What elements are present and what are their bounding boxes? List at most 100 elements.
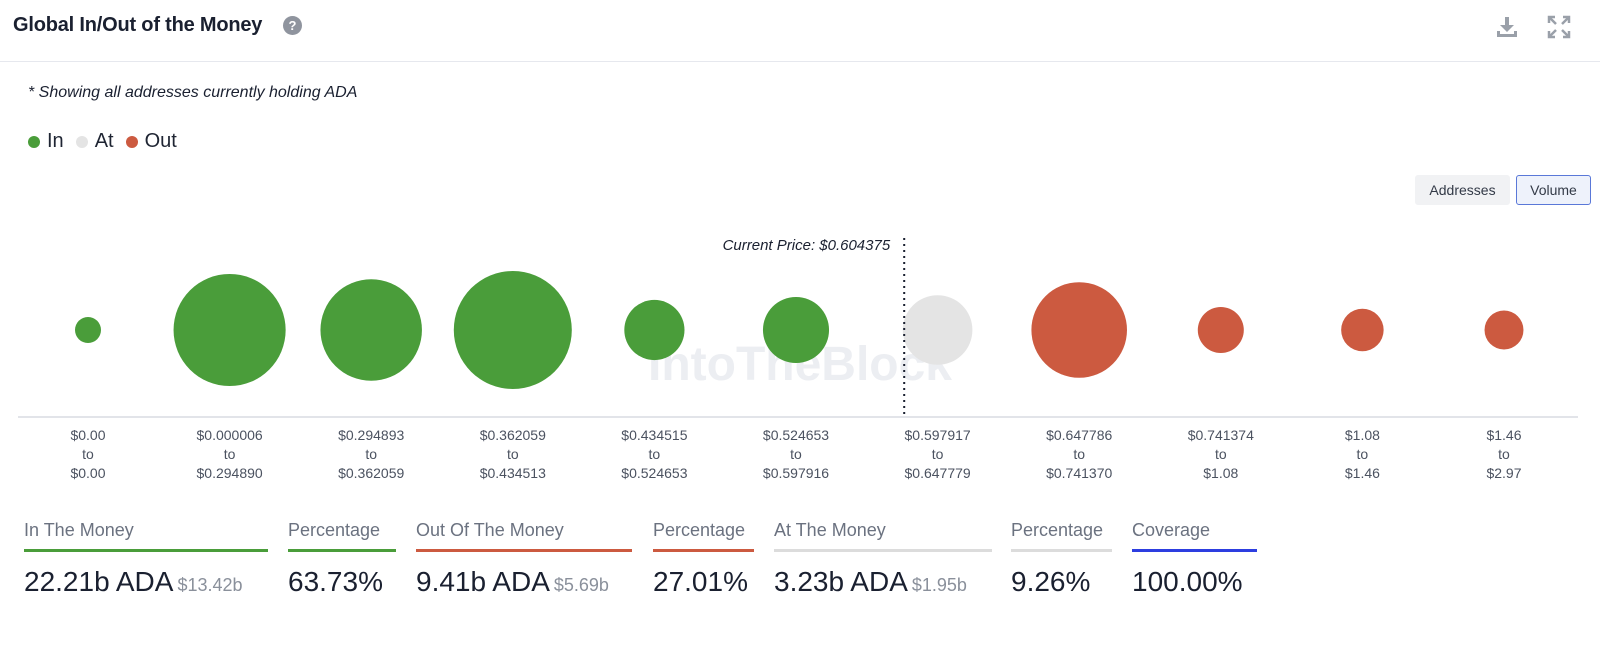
tick-label-2-2: $0.362059 bbox=[338, 465, 404, 481]
stat-2: Out Of The Money 9.41b ADA $5.69b bbox=[416, 520, 632, 598]
current-price-label: Current Price: $0.604375 bbox=[723, 237, 891, 254]
bubble-1[interactable] bbox=[173, 273, 286, 387]
stat-label-3: Percentage bbox=[653, 520, 746, 540]
tick-label-3-0: $0.362059 bbox=[480, 427, 546, 443]
bubble-2[interactable] bbox=[320, 279, 422, 381]
help-icon[interactable]: ? bbox=[283, 16, 302, 35]
tick-label-5-1: to bbox=[790, 446, 802, 462]
widget-header: Global In/Out of the Money ? bbox=[0, 0, 1600, 62]
tick-label-7-1: to bbox=[1073, 446, 1085, 462]
tick-label-9-0: $1.08 bbox=[1345, 427, 1380, 443]
tick-label-3-2: $0.434513 bbox=[480, 465, 546, 481]
tick-label-2-0: $0.294893 bbox=[338, 427, 404, 443]
tick-label-5-0: $0.524653 bbox=[763, 427, 829, 443]
bubble-0[interactable] bbox=[75, 317, 101, 343]
stat-3: Percentage 27.01% bbox=[653, 520, 754, 598]
widget-title: Global In/Out of the Money bbox=[13, 14, 263, 36]
volume-toggle-button[interactable]: Volume bbox=[1516, 175, 1591, 205]
stat-value-3: 27.01% bbox=[653, 566, 754, 598]
stat-value-5: 9.26% bbox=[1011, 566, 1112, 598]
tick-label-7-0: $0.647786 bbox=[1046, 427, 1112, 443]
stat-value-0: 22.21b ADA $13.42b bbox=[24, 566, 268, 598]
stat-bar-2 bbox=[416, 549, 632, 552]
stat-bar-4 bbox=[774, 549, 992, 552]
tick-label-6-1: to bbox=[932, 446, 944, 462]
bubble-6[interactable] bbox=[902, 295, 973, 365]
bubble-10[interactable] bbox=[1484, 310, 1524, 350]
stat-sub-2: $5.69b bbox=[553, 575, 609, 595]
tick-label-10-0: $1.46 bbox=[1486, 427, 1521, 443]
legend-item-in[interactable]: In bbox=[28, 130, 64, 153]
stat-main-0: 22.21b ADA bbox=[24, 566, 174, 597]
stat-label-4: At The Money bbox=[774, 520, 886, 540]
tick-label-7-2: $0.741370 bbox=[1046, 465, 1112, 481]
bubble-chart: IntoTheBlock$0.00to$0.00$0.000006to$0.29… bbox=[18, 237, 1578, 481]
stat-main-4: 3.23b ADA bbox=[774, 566, 908, 597]
stat-value-2: 9.41b ADA $5.69b bbox=[416, 566, 632, 598]
tick-label-0-0: $0.00 bbox=[70, 427, 105, 443]
stat-sub-0: $13.42b bbox=[177, 575, 243, 595]
fullscreen-icon[interactable] bbox=[1546, 14, 1572, 40]
stat-main-2: 9.41b ADA bbox=[416, 566, 550, 597]
bubble-8[interactable] bbox=[1197, 306, 1244, 354]
bubble-7[interactable] bbox=[1031, 282, 1127, 378]
stat-main-1: 63.73% bbox=[288, 566, 383, 597]
tick-label-2-1: to bbox=[365, 446, 377, 462]
stat-label-0: In The Money bbox=[24, 520, 134, 540]
legend-dot-in bbox=[28, 135, 40, 148]
legend-dot-out bbox=[125, 135, 138, 148]
stat-value-4: 3.23b ADA $1.95b bbox=[774, 566, 992, 598]
bubble-3[interactable] bbox=[453, 271, 572, 389]
money-stats: In The Money 22.21b ADA $13.42b Percentage 6… bbox=[0, 520, 1600, 630]
stat-bar-6 bbox=[1132, 549, 1257, 552]
stat-0: In The Money 22.21b ADA $13.42b bbox=[24, 520, 268, 598]
tick-label-0-1: to bbox=[82, 446, 94, 462]
legend-label-in: In bbox=[47, 130, 64, 152]
tick-label-9-1: to bbox=[1357, 446, 1369, 462]
tick-label-3-1: to bbox=[507, 446, 519, 462]
legend-dot-at bbox=[75, 135, 88, 148]
tick-label-8-0: $0.741374 bbox=[1188, 427, 1254, 443]
legend-label-out: Out bbox=[144, 130, 177, 152]
stat-main-5: 9.26% bbox=[1011, 566, 1091, 597]
stat-label-6: Coverage bbox=[1132, 520, 1211, 540]
tick-label-1-2: $0.294890 bbox=[197, 465, 263, 481]
stat-5: Percentage 9.26% bbox=[1011, 520, 1112, 598]
bubble-9[interactable] bbox=[1341, 308, 1384, 352]
stat-4: At The Money 3.23b ADA $1.95b bbox=[774, 520, 992, 598]
tick-label-1-0: $0.000006 bbox=[197, 427, 263, 443]
tick-label-9-2: $1.46 bbox=[1345, 465, 1380, 481]
chart-legend: In At Out bbox=[28, 130, 189, 153]
tick-label-6-0: $0.597917 bbox=[905, 427, 971, 443]
legend-label-at: At bbox=[94, 130, 114, 152]
tick-label-0-2: $0.00 bbox=[70, 465, 105, 481]
tick-label-10-1: to bbox=[1498, 446, 1510, 462]
stat-1: Percentage 63.73% bbox=[288, 520, 396, 598]
tick-label-4-0: $0.434515 bbox=[621, 427, 687, 443]
tick-label-10-2: $2.97 bbox=[1486, 465, 1521, 481]
legend-item-at[interactable]: At bbox=[75, 130, 114, 153]
tick-label-4-1: to bbox=[649, 446, 661, 462]
tick-label-1-1: to bbox=[224, 446, 236, 462]
legend-item-out[interactable]: Out bbox=[125, 130, 177, 153]
stat-bar-0 bbox=[24, 549, 268, 552]
stat-main-3: 27.01% bbox=[653, 566, 748, 597]
stat-label-5: Percentage bbox=[1011, 520, 1104, 540]
tick-label-6-2: $0.647779 bbox=[905, 465, 971, 481]
holding-note: * Showing all addresses currently holdin… bbox=[28, 84, 358, 101]
download-icon[interactable] bbox=[1494, 14, 1520, 40]
tick-label-8-1: to bbox=[1215, 446, 1227, 462]
addresses-toggle-button[interactable]: Addresses bbox=[1415, 175, 1510, 205]
tick-label-8-2: $1.08 bbox=[1203, 465, 1238, 481]
stat-main-6: 100.00% bbox=[1132, 566, 1243, 597]
stat-sub-4: $1.95b bbox=[911, 575, 967, 595]
stat-bar-3 bbox=[653, 549, 754, 552]
stat-6: Coverage 100.00% bbox=[1132, 520, 1257, 598]
bubble-4[interactable] bbox=[624, 299, 685, 361]
bubble-5[interactable] bbox=[762, 296, 830, 364]
tick-label-5-2: $0.597916 bbox=[763, 465, 829, 481]
stat-value-1: 63.73% bbox=[288, 566, 396, 598]
stat-label-2: Out Of The Money bbox=[416, 520, 564, 540]
stat-bar-1 bbox=[288, 549, 396, 552]
stat-bar-5 bbox=[1011, 549, 1112, 552]
